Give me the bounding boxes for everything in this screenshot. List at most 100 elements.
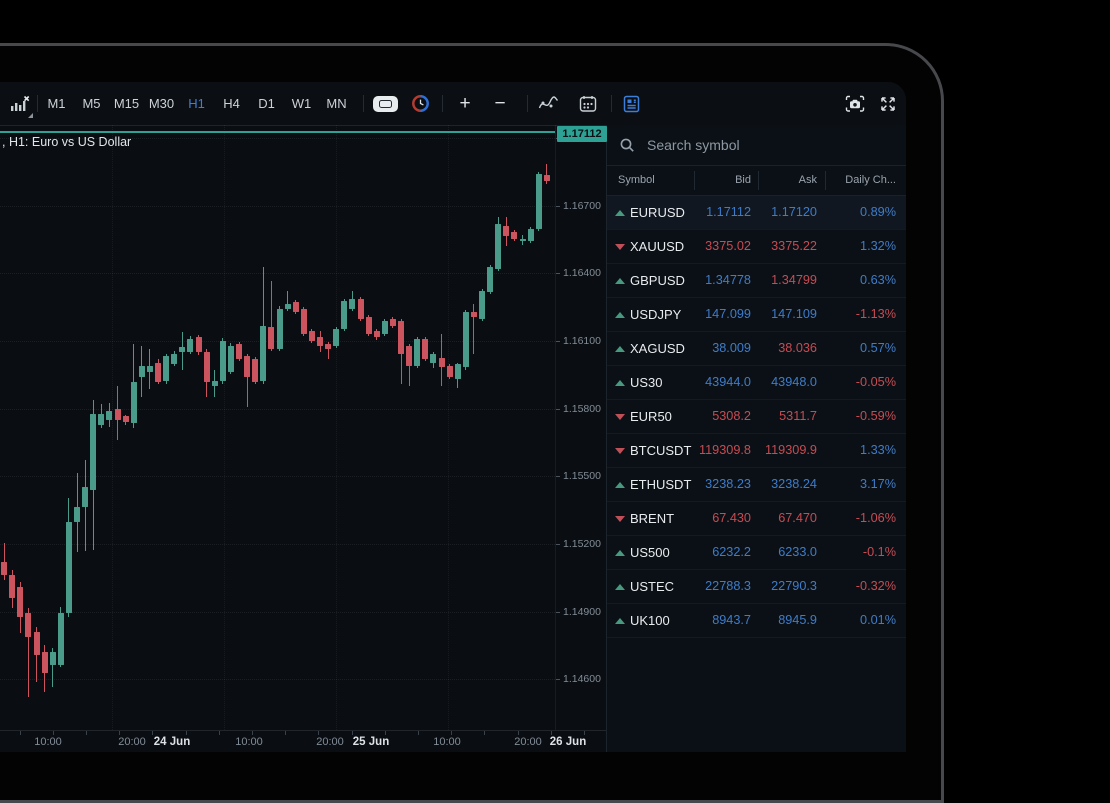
candle-body bbox=[122, 416, 129, 422]
ask-value: 3238.24 bbox=[771, 477, 817, 491]
crosshair-button[interactable] bbox=[372, 82, 399, 125]
ask-value: 147.109 bbox=[771, 307, 817, 321]
chart-type-button[interactable] bbox=[4, 82, 36, 125]
timeframe-button-d1[interactable]: D1 bbox=[258, 96, 275, 111]
watchlist-row-us500[interactable]: US500 6232.2 6233.0 -0.1% bbox=[607, 536, 906, 570]
chart-plot-area[interactable]: , H1: Euro vs US Dollar bbox=[0, 125, 555, 730]
daily-change-value: 0.63% bbox=[860, 273, 896, 287]
timeframe-button-h1[interactable]: H1 bbox=[188, 96, 205, 111]
timeframe-button-m30[interactable]: M30 bbox=[148, 96, 175, 111]
ask-value: 1.17120 bbox=[771, 205, 817, 219]
watchlist-row-usdjpy[interactable]: USDJPY 147.099 147.109 -1.13% bbox=[607, 298, 906, 332]
timeframe-button-m15[interactable]: M15 bbox=[113, 96, 140, 111]
candle-body bbox=[57, 612, 64, 665]
timeframe-button-m5[interactable]: M5 bbox=[82, 96, 101, 111]
watchlist-row-ustec[interactable]: USTEC 22788.3 22790.3 -0.32% bbox=[607, 570, 906, 604]
candle-body bbox=[414, 339, 421, 367]
watchlist-row-us30[interactable]: US30 43944.0 43948.0 -0.05% bbox=[607, 366, 906, 400]
candle-body bbox=[317, 337, 323, 347]
symbol-label: BRENT bbox=[630, 511, 675, 526]
time-tick bbox=[583, 731, 585, 735]
symbol-label: XAGUSD bbox=[630, 341, 685, 356]
screenshot-button[interactable] bbox=[844, 82, 866, 125]
timeframe-button-mn[interactable]: MN bbox=[326, 96, 347, 111]
bid-value: 67.430 bbox=[712, 511, 751, 525]
candle-body bbox=[252, 359, 259, 383]
watchlist-row-uk100[interactable]: UK100 8943.7 8945.9 0.01% bbox=[607, 604, 906, 638]
time-tick bbox=[484, 731, 486, 735]
timeframe-button-h4[interactable]: H4 bbox=[223, 96, 240, 111]
candle-body bbox=[503, 226, 510, 237]
watchlist-row-ethusdt[interactable]: ETHUSDT 3238.23 3238.24 3.17% bbox=[607, 468, 906, 502]
daily-change-value: 3.17% bbox=[860, 477, 896, 491]
candle-body bbox=[195, 337, 202, 353]
indicators-button[interactable] bbox=[537, 82, 559, 125]
candle-body bbox=[138, 366, 145, 378]
news-button[interactable] bbox=[621, 82, 641, 125]
symbol-label: ETHUSDT bbox=[630, 477, 692, 492]
candle-body bbox=[446, 366, 453, 378]
watchlist-row-brent[interactable]: BRENT 67.430 67.470 -1.06% bbox=[607, 502, 906, 536]
candle-body bbox=[454, 364, 461, 380]
camera-screenshot-icon bbox=[845, 95, 865, 112]
time-tick bbox=[52, 731, 54, 735]
price-tick bbox=[556, 679, 560, 681]
time-axis[interactable]: 10:00 20:00 24 Jun 10:00 20:00 25 Jun 10:00 20:… bbox=[0, 730, 606, 752]
candle-body bbox=[373, 331, 380, 338]
app-screen: M1 M5 M15 M30 H1 H4 D1 W1 MN + − bbox=[0, 82, 906, 752]
candle-body bbox=[495, 224, 502, 270]
candle-body bbox=[106, 411, 113, 420]
candle-wick bbox=[546, 164, 548, 185]
candle-body bbox=[511, 232, 518, 240]
candle-body bbox=[163, 356, 170, 382]
market-clock-button[interactable] bbox=[411, 82, 429, 125]
fullscreen-arrows-icon bbox=[881, 96, 895, 111]
zoom-in-button[interactable]: + bbox=[459, 92, 471, 114]
toolbar-separator bbox=[37, 95, 38, 112]
chart-title: , H1: Euro vs US Dollar bbox=[2, 135, 132, 149]
ask-value: 3375.22 bbox=[771, 239, 817, 253]
arrow-up-icon bbox=[615, 618, 625, 624]
time-axis-label: 20:00 bbox=[118, 736, 146, 748]
candle-body bbox=[430, 354, 437, 363]
bid-value: 43944.0 bbox=[705, 375, 751, 389]
bid-value: 22788.3 bbox=[705, 579, 751, 593]
zoom-out-button[interactable]: − bbox=[494, 92, 506, 114]
candle-body bbox=[357, 299, 364, 320]
price-axis[interactable]: 1.17112 1.170001.167001.164001.161001.15… bbox=[555, 125, 607, 730]
bid-value: 8943.7 bbox=[712, 613, 751, 627]
candle-body bbox=[268, 327, 275, 350]
search-input[interactable] bbox=[645, 136, 898, 154]
ask-value: 1.34799 bbox=[771, 273, 817, 287]
time-tick bbox=[251, 731, 253, 735]
candle-body bbox=[65, 521, 72, 613]
watchlist-row-btcusdt[interactable]: BTCUSDT 119309.8 119309.9 1.33% bbox=[607, 434, 906, 468]
symbol-label: US500 bbox=[630, 545, 670, 560]
candle-body bbox=[9, 574, 16, 598]
candle-body bbox=[244, 356, 251, 378]
candle-body bbox=[292, 302, 299, 313]
watchlist-row-gbpusd[interactable]: GBPUSD 1.34778 1.34799 0.63% bbox=[607, 264, 906, 298]
watchlist-row-eurusd[interactable]: EURUSD 1.17112 1.17120 0.89% bbox=[607, 196, 906, 230]
price-tick bbox=[556, 205, 560, 207]
watchlist-row-eur50[interactable]: EUR50 5308.2 5311.7 -0.59% bbox=[607, 400, 906, 434]
bid-value: 3238.23 bbox=[705, 477, 751, 491]
symbol-label: USDJPY bbox=[630, 307, 682, 322]
daily-change-value: -0.1% bbox=[862, 545, 896, 559]
watchlist-row-xauusd[interactable]: XAUUSD 3375.02 3375.22 1.32% bbox=[607, 230, 906, 264]
calendar-button[interactable] bbox=[578, 82, 598, 125]
timeframe-button-m1[interactable]: M1 bbox=[47, 96, 66, 111]
news-document-icon bbox=[623, 95, 639, 112]
arrow-up-icon bbox=[615, 550, 625, 556]
time-axis-label: 24 Jun bbox=[153, 736, 191, 748]
market-watch-panel: Symbol Bid Ask Daily Ch... EURUSD 1.17112… bbox=[607, 125, 906, 752]
fullscreen-button[interactable] bbox=[879, 82, 897, 125]
candle-body bbox=[398, 321, 404, 355]
candle-body bbox=[470, 312, 477, 318]
watchlist-row-xagusd[interactable]: XAGUSD 38.009 38.036 0.57% bbox=[607, 332, 906, 366]
candle-body bbox=[260, 326, 267, 382]
toolbar-separator bbox=[363, 95, 364, 112]
timeframe-button-w1[interactable]: W1 bbox=[291, 96, 312, 111]
candle-body bbox=[211, 381, 218, 387]
arrow-down-icon bbox=[615, 414, 625, 420]
